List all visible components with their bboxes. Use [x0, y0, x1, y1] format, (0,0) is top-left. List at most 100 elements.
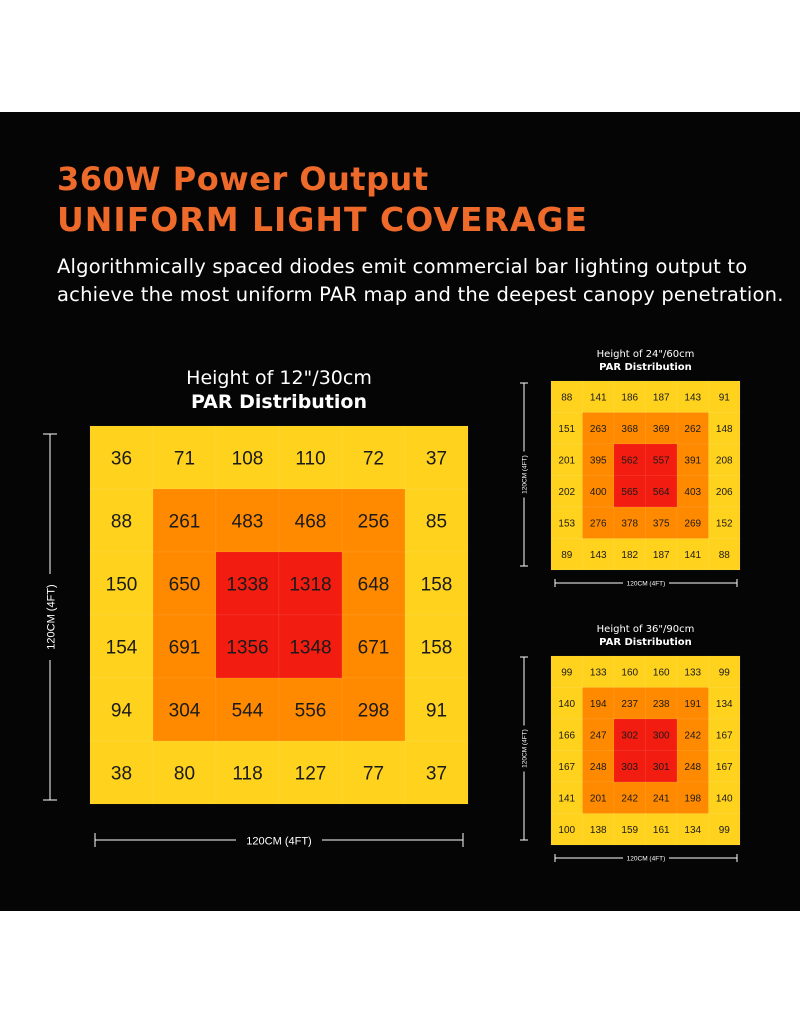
heatmap-value: 134 — [684, 825, 701, 836]
heatmap-value: 141 — [684, 550, 701, 561]
heatmap-value: 248 — [590, 762, 607, 773]
y-axis-label: 120CM (4FT) — [522, 729, 529, 768]
x-axis-label: 120CM (4FT) — [627, 856, 666, 863]
heatmap-value: 187 — [653, 550, 670, 561]
heatmap-value: 118 — [232, 763, 262, 784]
heatmap-value: 369 — [653, 424, 670, 435]
heatmap-value: 276 — [590, 518, 607, 529]
heatmap-cell — [676, 655, 709, 688]
main-chart-title: PAR Distribution — [191, 391, 367, 413]
heatmap-value: 88 — [561, 392, 573, 403]
heatmap-value: 38 — [111, 763, 132, 784]
heatmap-value: 198 — [684, 793, 701, 804]
heatmap-value: 167 — [716, 730, 733, 741]
heatmap-value: 154 — [106, 637, 138, 658]
heatmap-value: 202 — [558, 487, 575, 498]
heatmap-cell — [278, 740, 343, 805]
x-axis-label: 120CM (4FT) — [627, 581, 666, 588]
heatmap-value: 247 — [590, 730, 607, 741]
heatmap-value: 37 — [426, 763, 447, 784]
heatmap-value: 85 — [426, 511, 447, 532]
y-axis-label-bg — [42, 574, 58, 660]
heatmap-value: 166 — [558, 730, 575, 741]
heatmap-cell — [278, 614, 343, 679]
heatmap-cell — [89, 740, 154, 805]
heatmap-value: 262 — [684, 424, 701, 435]
heatmap-value: 400 — [590, 487, 607, 498]
heatmap-value: 182 — [621, 550, 638, 561]
heatmap-cell — [676, 475, 709, 508]
heatmap-cell — [152, 614, 217, 679]
heatmap-cell — [708, 380, 741, 413]
heatmap-cell — [708, 412, 741, 445]
heatmap-cell — [645, 538, 678, 571]
heatmap-cell — [404, 425, 469, 490]
heatmap-cell — [708, 687, 741, 720]
heatmap-value: 375 — [653, 518, 670, 529]
heatmap-value: 143 — [684, 392, 701, 403]
heatmap-value: 1348 — [289, 637, 331, 658]
heatmap-value: 403 — [684, 487, 701, 498]
heatmap-value: 248 — [684, 762, 701, 773]
heatmap-value: 378 — [621, 518, 638, 529]
heatmap-value: 160 — [621, 667, 638, 678]
heatmap-cell — [708, 718, 741, 751]
heatmap-value: 71 — [174, 448, 195, 469]
heatmap-cell — [708, 538, 741, 571]
heatmap-value: 94 — [111, 700, 133, 721]
heatmap-value: 80 — [174, 763, 195, 784]
heatmap-value: 150 — [106, 574, 138, 595]
heatmap-value: 1318 — [289, 574, 331, 595]
heatmap-value: 138 — [590, 825, 607, 836]
heatmap-value: 557 — [653, 455, 670, 466]
heatmap-value: 691 — [169, 637, 201, 658]
heatmap-cell — [550, 380, 583, 413]
headline-coverage: UNIFORM LIGHT COVERAGE — [57, 200, 589, 239]
heatmap-value: 100 — [558, 825, 575, 836]
heatmap-value: 159 — [621, 825, 638, 836]
heatmap-cell — [708, 655, 741, 688]
heatmap-value: 140 — [558, 699, 575, 710]
heatmap-value: 187 — [653, 392, 670, 403]
heatmap-value: 167 — [716, 762, 733, 773]
heatmap-cell — [582, 443, 615, 476]
heatmap-cell — [613, 813, 646, 846]
heatmap-value: 303 — [621, 762, 638, 773]
heatmap-cell — [645, 412, 678, 445]
heatmap-value: 186 — [621, 392, 638, 403]
heatmap-cell — [582, 538, 615, 571]
heatmap-value: 544 — [232, 700, 264, 721]
heatmap-cell — [613, 687, 646, 720]
heatmap-value: 648 — [358, 574, 390, 595]
heatmap-value: 134 — [716, 699, 733, 710]
heatmap-value: 301 — [653, 762, 670, 773]
heatmap-cell — [582, 781, 615, 814]
heatmap-cell — [676, 813, 709, 846]
heatmap-value: 72 — [363, 448, 384, 469]
heatmap-cell — [613, 475, 646, 508]
heatmap-value: 269 — [684, 518, 701, 529]
heatmap-cell — [645, 506, 678, 539]
par-heatmap-0: 36 71 108 110 72 37 88 261 483 468 256 85 150 650 1338… — [42, 425, 469, 848]
heatmap-cell — [645, 813, 678, 846]
heatmap-value: 468 — [295, 511, 327, 532]
heatmap-value: 208 — [716, 455, 733, 466]
heatmap-value: 140 — [716, 793, 733, 804]
heatmap-cell — [550, 443, 583, 476]
heatmap-value: 36 — [111, 448, 132, 469]
heatmap-value: 37 — [426, 448, 447, 469]
heatmap-value: 368 — [621, 424, 638, 435]
heatmap-value: 483 — [232, 511, 264, 532]
heatmap-cell — [550, 538, 583, 571]
heatmap-cell — [152, 551, 217, 616]
heatmap-cell — [645, 443, 678, 476]
heatmap-cell — [708, 813, 741, 846]
heatmap-value: 141 — [590, 392, 607, 403]
heatmap-value: 302 — [621, 730, 638, 741]
headline-power: 360W Power Output — [57, 160, 429, 198]
heatmap-value: 391 — [684, 455, 701, 466]
heatmap-value: 237 — [621, 699, 638, 710]
heatmap-cell — [582, 687, 615, 720]
heatmap-cell — [278, 425, 343, 490]
y-axis-label-bg — [516, 451, 532, 498]
